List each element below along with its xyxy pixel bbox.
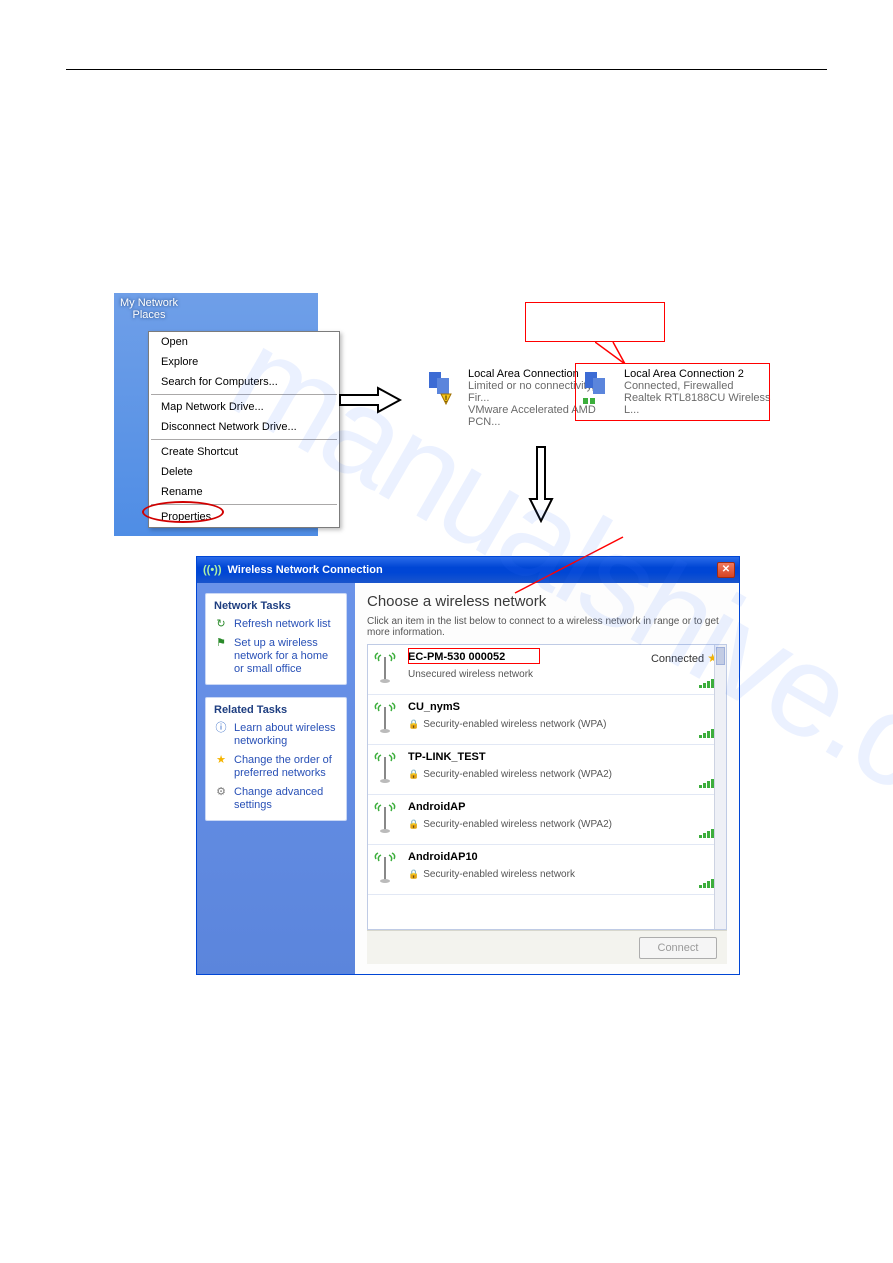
menu-item-delete[interactable]: Delete [149, 462, 339, 482]
heading: Choose a wireless network [367, 593, 727, 610]
network-sub: 🔒Security-enabled wireless network (WPA2… [408, 819, 691, 830]
menu-separator [151, 439, 337, 440]
lock-icon: 🔒 [408, 869, 419, 880]
nic-text: Local Area Connection 2 Connected, Firew… [624, 368, 774, 416]
related-tasks-panel: Related Tasks ⓘ Learn about wireless net… [205, 697, 347, 821]
network-sub: Unsecured wireless network [408, 669, 643, 680]
wireless-main: Choose a wireless network Click an item … [355, 583, 739, 974]
refresh-link[interactable]: ↻ Refresh network list [214, 618, 338, 631]
scrollbar-thumb[interactable] [716, 647, 725, 665]
network-item[interactable]: EC-PM-530 000052 Unsecured wireless netwo… [368, 645, 726, 695]
network-name: AndroidAP10 [408, 851, 691, 863]
order-link[interactable]: ★ Change the order of preferred networks [214, 754, 338, 780]
lan-connection-2[interactable]: Local Area Connection 2 Connected, Firew… [580, 368, 774, 416]
network-name: AndroidAP [408, 801, 691, 813]
arrow-right-icon [338, 386, 402, 414]
setup-icon: ⚑ [214, 637, 228, 676]
learn-link[interactable]: ⓘ Learn about wireless networking [214, 722, 338, 748]
menu-item-map-network-drive[interactable]: Map Network Drive... [149, 397, 339, 417]
antenna-icon [372, 701, 400, 738]
nic-title: Local Area Connection 2 [624, 368, 774, 380]
network-name: CU_nymS [408, 701, 691, 713]
antenna-icon [372, 801, 400, 838]
network-item[interactable]: AndroidAP 🔒Security-enabled wireless netw… [368, 795, 726, 845]
task-label: Learn about wireless networking [234, 722, 338, 748]
menu-item-open[interactable]: Open [149, 332, 339, 352]
task-label: Change the order of preferred networks [234, 754, 338, 780]
arrow-down-icon [528, 445, 554, 523]
antenna-icon [372, 651, 400, 688]
wireless-window: ((•)) Wireless Network Connection ✕ Netw… [196, 556, 740, 975]
network-tasks-panel: Network Tasks ↻ Refresh network list ⚑ S… [205, 593, 347, 685]
sidebar: Network Tasks ↻ Refresh network list ⚑ S… [197, 583, 355, 974]
connected-label: Connected ★ [651, 651, 718, 665]
network-info: AndroidAP10 🔒Security-enabled wireless ne… [408, 851, 691, 888]
menu-separator [151, 504, 337, 505]
task-label: Set up a wireless network for a home or … [234, 637, 338, 676]
network-right: Connected ★ [651, 651, 718, 688]
lock-icon: 🔒 [408, 819, 419, 830]
context-menu: OpenExploreSearch for Computers... Map Ne… [148, 331, 340, 528]
menu-item-properties[interactable]: Properties [149, 507, 339, 527]
task-label: Refresh network list [234, 618, 331, 631]
network-item[interactable]: AndroidAP10 🔒Security-enabled wireless ne… [368, 845, 726, 895]
callout-line [595, 342, 631, 364]
star-icon: ★ [214, 754, 228, 780]
callout-box [525, 302, 665, 342]
setup-network-link[interactable]: ⚑ Set up a wireless network for a home o… [214, 637, 338, 676]
network-sub: 🔒Security-enabled wireless network (WPA2… [408, 769, 691, 780]
panel-title: Related Tasks [214, 704, 338, 716]
network-info: CU_nymS 🔒Security-enabled wireless networ… [408, 701, 691, 738]
lock-icon: 🔒 [408, 719, 419, 730]
menu-item-rename[interactable]: Rename [149, 482, 339, 502]
network-list[interactable]: EC-PM-530 000052 Unsecured wireless netwo… [367, 644, 727, 930]
nic-icon [580, 368, 618, 408]
connect-button[interactable]: Connect [639, 937, 717, 959]
titlebar[interactable]: ((•)) Wireless Network Connection ✕ [197, 557, 739, 583]
menu-item-disconnect-network-drive[interactable]: Disconnect Network Drive... [149, 417, 339, 437]
gear-icon: ⚙ [214, 786, 228, 812]
close-button[interactable]: ✕ [717, 562, 735, 578]
network-info: EC-PM-530 000052 Unsecured wireless netwo… [408, 651, 643, 688]
scrollbar[interactable] [714, 645, 726, 929]
info-icon: ⓘ [214, 722, 228, 748]
network-info: AndroidAP 🔒Security-enabled wireless netw… [408, 801, 691, 838]
menu-separator [151, 394, 337, 395]
antenna-icon [372, 851, 400, 888]
network-sub: 🔒Security-enabled wireless network [408, 869, 691, 880]
footer: Connect [367, 930, 727, 964]
window-title: Wireless Network Connection [228, 564, 383, 576]
panel-title: Network Tasks [214, 600, 338, 612]
nic-adapter: Realtek RTL8188CU Wireless L... [624, 392, 774, 416]
network-info: TP-LINK_TEST 🔒Security-enabled wireless n… [408, 751, 691, 788]
menu-item-search-for-computers[interactable]: Search for Computers... [149, 372, 339, 392]
desktop-snippet: My Network Places OpenExploreSearch for … [114, 293, 318, 536]
page-rule [66, 69, 827, 70]
nic-status: Connected, Firewalled [624, 380, 774, 392]
network-name: TP-LINK_TEST [408, 751, 691, 763]
wifi-icon: ((•)) [203, 564, 222, 576]
hint-text: Click an item in the list below to conne… [367, 616, 727, 638]
network-item[interactable]: TP-LINK_TEST 🔒Security-enabled wireless n… [368, 745, 726, 795]
task-label: Change advanced settings [234, 786, 338, 812]
svg-text:!: ! [445, 394, 448, 404]
my-network-places-label[interactable]: My Network Places [114, 293, 184, 321]
menu-item-create-shortcut[interactable]: Create Shortcut [149, 442, 339, 462]
lock-icon: 🔒 [408, 769, 419, 780]
antenna-icon [372, 751, 400, 788]
nic-icon: ! [424, 368, 462, 408]
network-sub: 🔒Security-enabled wireless network (WPA) [408, 719, 691, 730]
advanced-link[interactable]: ⚙ Change advanced settings [214, 786, 338, 812]
network-name: EC-PM-530 000052 [408, 651, 643, 663]
network-item[interactable]: CU_nymS 🔒Security-enabled wireless networ… [368, 695, 726, 745]
menu-item-explore[interactable]: Explore [149, 352, 339, 372]
refresh-icon: ↻ [214, 618, 228, 631]
